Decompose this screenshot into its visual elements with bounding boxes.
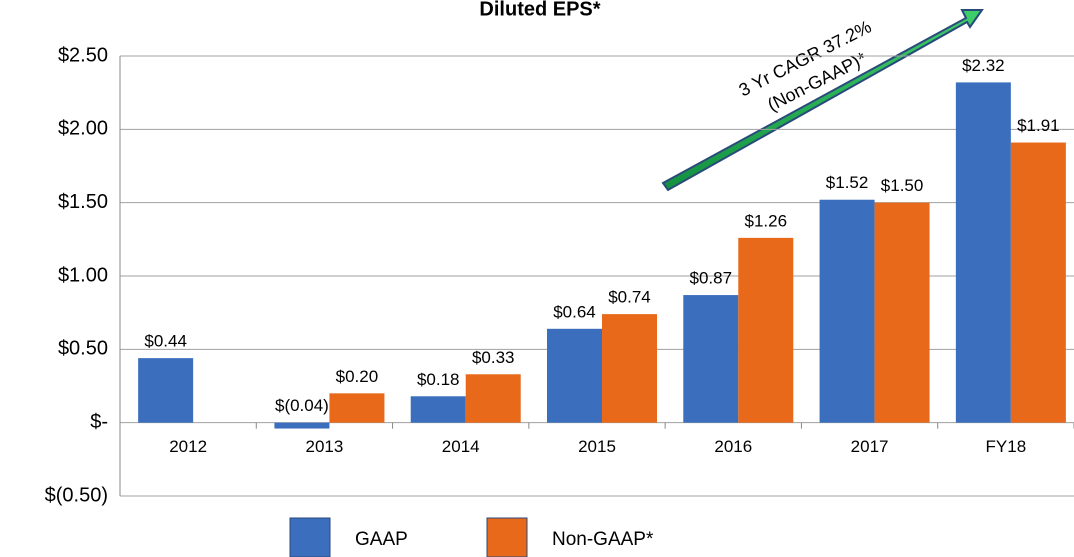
data-label: $0.64 (553, 302, 596, 321)
bar (138, 358, 194, 423)
y-tick-label: $2.50 (58, 44, 108, 66)
data-label: $(0.04) (275, 396, 329, 415)
bar (955, 82, 1011, 423)
x-tick-label: 2017 (851, 437, 889, 456)
bar (547, 328, 602, 423)
data-label: $0.33 (472, 348, 515, 367)
y-tick-label: $1.00 (58, 264, 108, 286)
data-label: $1.91 (1017, 116, 1060, 135)
data-label: $1.50 (881, 176, 924, 195)
data-label: $0.18 (417, 370, 460, 389)
y-tick-label: $2.00 (58, 118, 108, 140)
data-label: $1.52 (826, 173, 869, 192)
bar (602, 314, 657, 423)
data-label: $0.74 (608, 288, 651, 307)
bar (410, 396, 466, 423)
legend-swatch (486, 517, 528, 557)
bar (1010, 142, 1066, 423)
x-tick-label: FY18 (986, 437, 1027, 456)
x-tick-label: 2012 (169, 437, 207, 456)
bar (329, 393, 385, 423)
y-tick-label: $0.50 (58, 338, 108, 360)
data-label: $0.20 (336, 367, 379, 386)
chart-title: Diluted EPS* (479, 0, 600, 20)
legend-swatch (289, 517, 331, 557)
bar (274, 422, 330, 429)
data-label: $1.26 (745, 211, 788, 230)
bar (465, 374, 521, 423)
data-label: $2.32 (962, 56, 1005, 75)
y-tick-label: $- (90, 411, 108, 433)
x-tick-label: 2014 (442, 437, 480, 456)
legend-label: GAAP (355, 529, 408, 550)
legend-label: Non-GAAP* (552, 529, 654, 550)
bar (738, 237, 794, 423)
bar (683, 295, 739, 423)
y-tick-label: $1.50 (58, 191, 108, 213)
bar (819, 199, 875, 423)
data-label: $0.87 (690, 269, 733, 288)
x-tick-label: 2015 (578, 437, 616, 456)
x-tick-label: 2016 (714, 437, 752, 456)
x-tick-label: 2013 (306, 437, 344, 456)
bar (874, 202, 930, 423)
data-label: $0.44 (144, 332, 187, 351)
growth-arrow (661, 9, 984, 192)
y-tick-label: $(0.50) (45, 484, 108, 506)
